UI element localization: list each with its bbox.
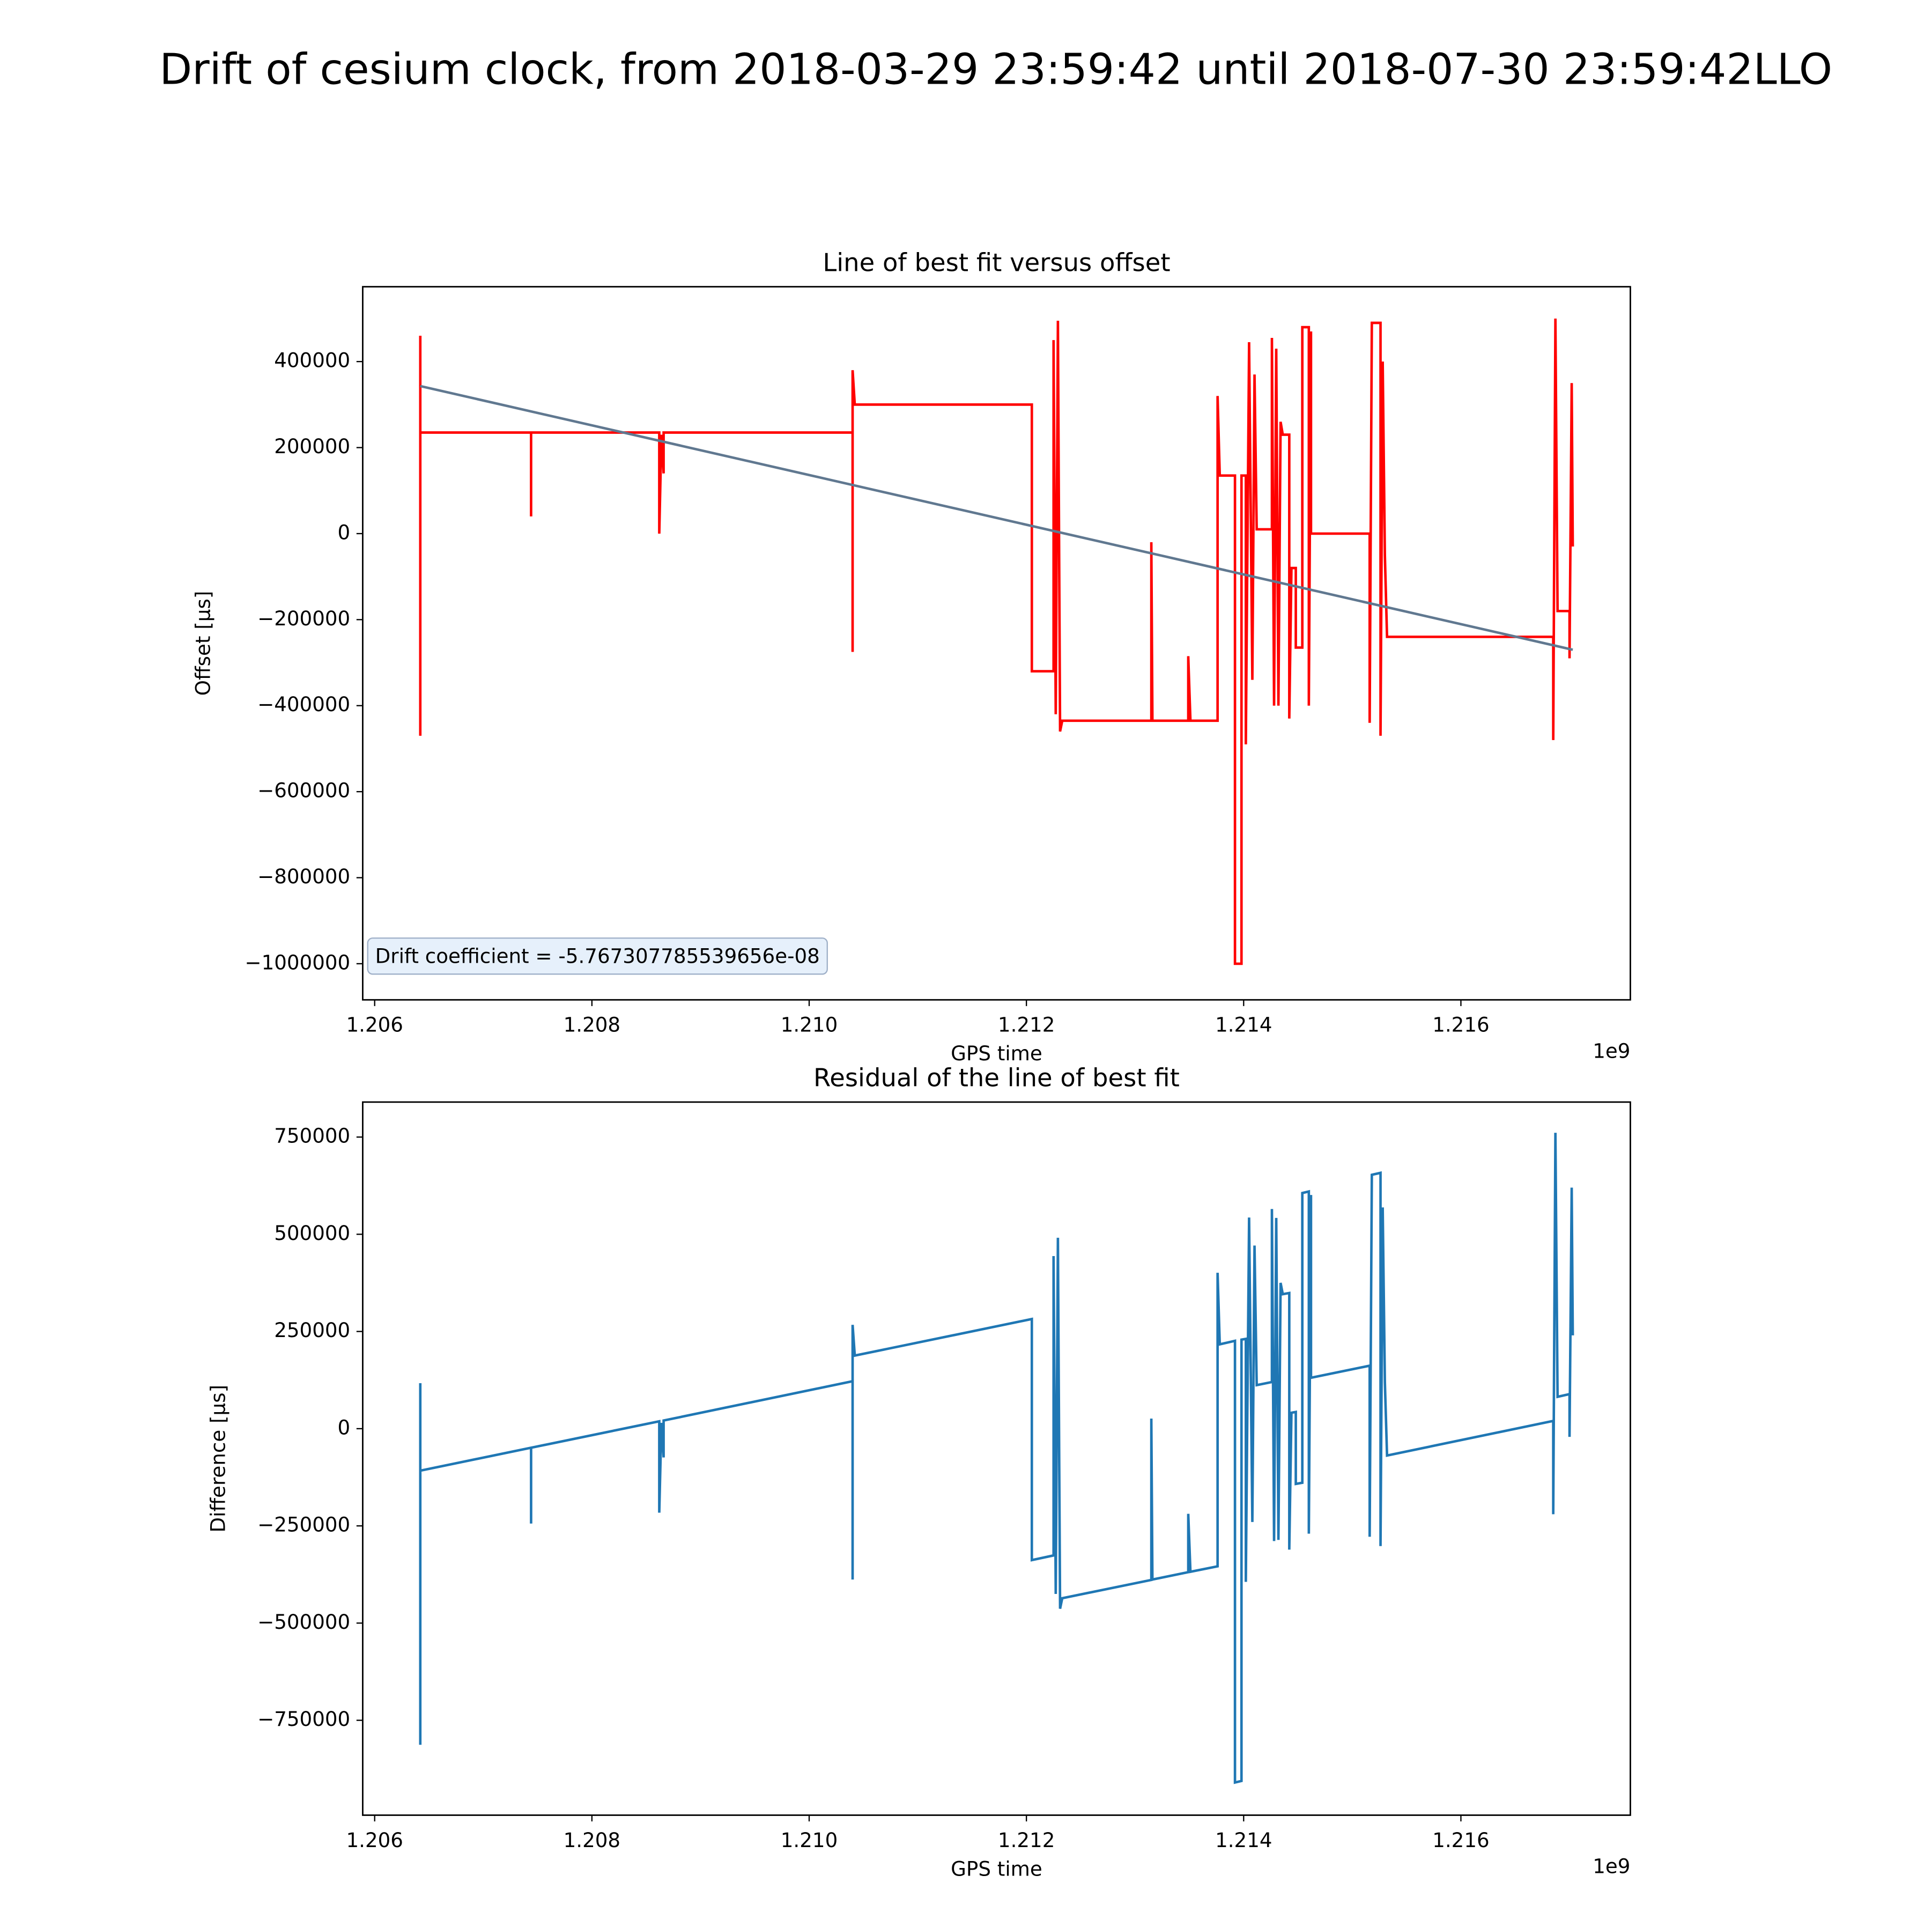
- y-tick-label: 500000: [274, 1221, 350, 1245]
- y-tick-label: 0: [338, 520, 351, 544]
- plot-area: [419, 318, 1574, 965]
- y-axis-label: Offset [μs]: [191, 591, 215, 696]
- x-tick-label: 1.214: [1215, 1828, 1272, 1852]
- y-tick-label: −1000000: [245, 950, 350, 974]
- x-tick-label: 1.212: [998, 1013, 1055, 1037]
- y-tick-label: 400000: [274, 349, 350, 372]
- x-tick-label: 1.208: [564, 1013, 620, 1037]
- x-tick-label: 1.206: [346, 1828, 403, 1852]
- y-tick-label: −800000: [257, 865, 350, 888]
- y-tick-label: 750000: [274, 1124, 350, 1148]
- y-tick-label: −250000: [257, 1513, 350, 1537]
- x-axis-label: GPS time: [951, 1857, 1042, 1880]
- y-tick-label: −750000: [257, 1707, 350, 1731]
- data-line: [419, 1133, 1574, 1784]
- x-axis-label: GPS time: [951, 1042, 1042, 1065]
- axes-title: Residual of the line of best fit: [813, 1064, 1180, 1092]
- x-tick-label: 1.216: [1432, 1828, 1489, 1852]
- y-tick-label: −200000: [257, 607, 350, 630]
- axes-frame: [362, 1101, 1631, 1816]
- figure-title: Drift of cesium clock, from 2018-03-29 2…: [159, 45, 1832, 94]
- x-tick-label: 1.208: [564, 1828, 620, 1852]
- y-tick-label: 0: [338, 1415, 351, 1439]
- annotation: Drift coefficient = -5.767307785539656e-…: [375, 944, 820, 968]
- data-line: [419, 318, 1574, 965]
- x-offset-label: 1e9: [1593, 1039, 1630, 1062]
- axes-title: Line of best fit versus offset: [823, 248, 1170, 277]
- x-offset-label: 1e9: [1593, 1855, 1630, 1878]
- y-tick-label: −600000: [257, 779, 350, 802]
- x-tick-label: 1.212: [998, 1828, 1055, 1852]
- y-tick-label: −400000: [257, 692, 350, 716]
- annotation-box: Drift coefficient = -5.767307785539656e-…: [367, 937, 828, 975]
- y-tick-label: 250000: [274, 1318, 350, 1342]
- y-tick-label: 200000: [274, 434, 350, 458]
- x-tick-label: 1.216: [1432, 1013, 1489, 1037]
- annotation-frame: [367, 937, 828, 975]
- x-tick-label: 1.210: [781, 1828, 838, 1852]
- y-tick-label: −500000: [257, 1610, 350, 1634]
- axes-frame: [362, 286, 1631, 1001]
- y-axis-label: Difference [μs]: [206, 1385, 230, 1533]
- data-line: [420, 385, 1573, 651]
- x-tick-label: 1.210: [781, 1013, 838, 1037]
- plot-area: [419, 1133, 1574, 1784]
- x-tick-label: 1.206: [346, 1013, 403, 1037]
- x-tick-label: 1.214: [1215, 1013, 1272, 1037]
